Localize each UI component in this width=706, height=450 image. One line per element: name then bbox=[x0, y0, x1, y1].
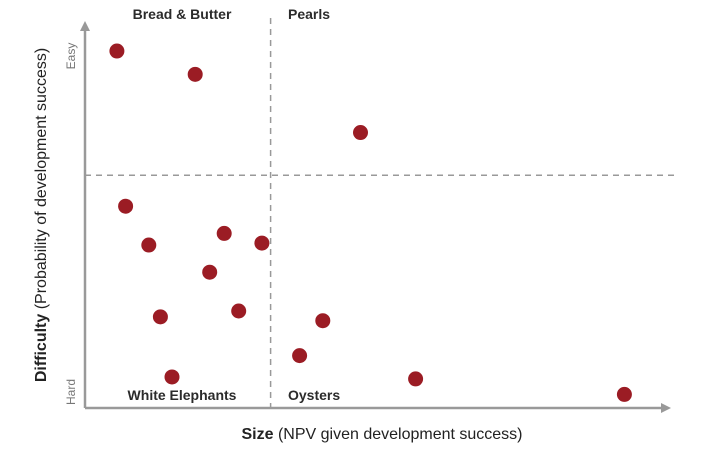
data-point-8 bbox=[202, 264, 218, 280]
data-point-1 bbox=[109, 43, 125, 59]
y-axis-easy-label: Easy bbox=[64, 43, 78, 70]
data-point-4 bbox=[118, 198, 134, 214]
quadrant-label-bread-butter: Bread & Butter bbox=[133, 6, 232, 22]
data-point-7 bbox=[254, 235, 270, 251]
quadrant-label-oysters: Oysters bbox=[288, 387, 340, 403]
data-point-11 bbox=[315, 313, 331, 329]
data-point-15 bbox=[616, 386, 632, 402]
data-point-9 bbox=[152, 309, 168, 325]
quadrant-label-white-elephants: White Elephants bbox=[128, 387, 237, 403]
data-point-13 bbox=[164, 369, 180, 385]
x-axis-title: Size (NPV given development success) bbox=[241, 426, 522, 443]
data-point-3 bbox=[353, 125, 368, 141]
y-axis-title: Difficulty (Probability of development s… bbox=[33, 48, 50, 382]
y-axis-hard-label: Hard bbox=[64, 379, 78, 405]
quadrant-label-pearls: Pearls bbox=[288, 6, 330, 22]
y-axis-title-bold: Difficulty bbox=[33, 314, 50, 383]
data-point-14 bbox=[408, 371, 424, 387]
y-axis-title-rest: (Probability of development success) bbox=[33, 48, 50, 314]
data-point-6 bbox=[216, 225, 232, 241]
data-point-10 bbox=[231, 303, 247, 319]
x-axis-title-bold: Size bbox=[241, 426, 273, 443]
x-axis-title-rest: (NPV given development success) bbox=[274, 426, 523, 443]
data-point-2 bbox=[187, 66, 203, 82]
data-points bbox=[109, 43, 632, 402]
data-point-12 bbox=[292, 348, 308, 364]
data-point-5 bbox=[141, 237, 157, 253]
